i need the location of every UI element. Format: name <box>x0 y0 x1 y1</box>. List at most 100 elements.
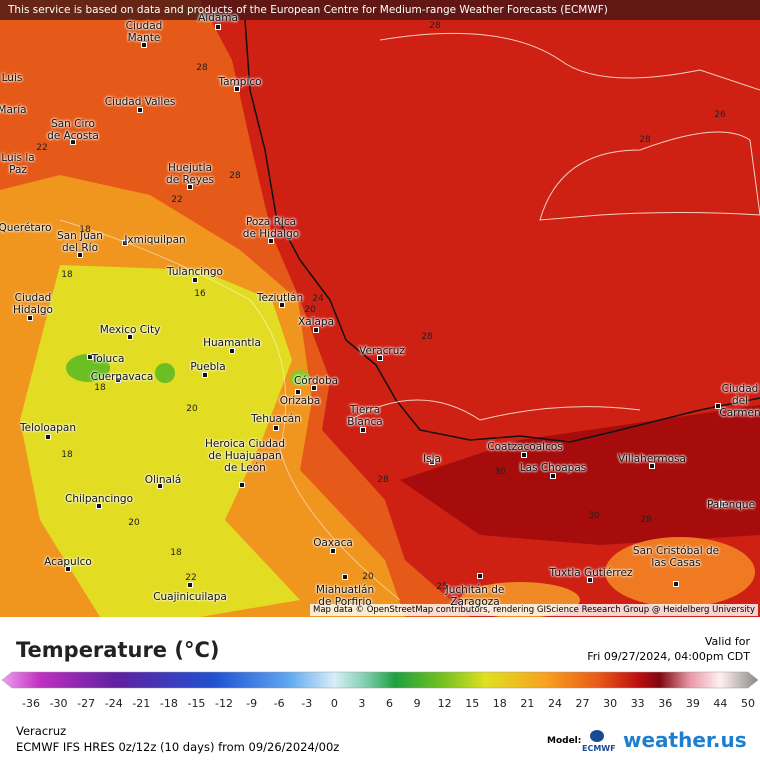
colorbar-tick: 30 <box>603 697 618 710</box>
city-marker <box>477 573 483 579</box>
city-marker <box>521 452 527 458</box>
city-label: Teloloapan <box>20 422 76 434</box>
contour-label: 18 <box>79 225 91 235</box>
city-label: Ciudad Mante <box>125 20 163 44</box>
city-marker <box>550 473 556 479</box>
valid-time: Fri 09/27/2024, 04:00pm CDT <box>587 650 750 663</box>
colorbar-tick: -24 <box>104 697 123 710</box>
city-label: Olinalá <box>144 474 182 486</box>
city-label: Tehuacán <box>251 413 301 425</box>
colorbar-tick: 36 <box>658 697 673 710</box>
contour-label: 28 <box>421 332 433 342</box>
city-marker <box>279 302 285 308</box>
contour-label: 26 <box>714 110 726 120</box>
city-label: San Juan del Río <box>57 230 103 254</box>
city-label: Teziutlán <box>256 292 304 304</box>
contour-label: 20 <box>186 404 198 414</box>
city-label: Veracruz <box>359 345 405 357</box>
city-marker <box>330 548 336 554</box>
city-marker <box>122 240 128 246</box>
city-label: Puebla <box>190 361 226 373</box>
contour-label: 25 <box>436 582 448 592</box>
city-label: Xalapa <box>297 316 335 328</box>
city-marker <box>157 483 163 489</box>
contour-label: 28 <box>429 21 441 31</box>
model-name: ECMWF <box>582 744 616 753</box>
city-label: Tampico <box>218 76 262 88</box>
city-label: Villahermosa <box>618 453 686 465</box>
legend-title: Temperature (°C) <box>16 638 220 662</box>
city-marker <box>342 574 348 580</box>
colorbar-tick: 6 <box>386 697 393 710</box>
city-label: Huejutla de Reyes <box>166 162 214 186</box>
city-marker <box>141 42 147 48</box>
contour-label: 20 <box>304 305 316 315</box>
city-marker <box>65 566 71 572</box>
city-marker <box>70 139 76 145</box>
city-label: Acapulco <box>44 556 92 568</box>
city-marker <box>45 434 51 440</box>
contour-label: 28 <box>229 171 241 181</box>
city-label: Chilpancingo <box>64 493 134 505</box>
city-label: Aldama <box>198 12 238 24</box>
city-label: Juchitán de Zaragoza <box>445 584 505 608</box>
city-marker <box>715 403 721 409</box>
city-label: Querétaro <box>0 222 52 234</box>
city-marker <box>229 348 235 354</box>
city-label: Ciudad del Carmen <box>719 383 760 419</box>
city-marker <box>234 86 240 92</box>
city-marker <box>192 277 198 283</box>
contour-label: 28 <box>640 515 652 525</box>
contour-label: 22 <box>171 195 183 205</box>
contour-label: 30 <box>494 467 506 477</box>
city-marker <box>429 459 435 465</box>
model-label: Model: <box>547 736 582 746</box>
colorbar-tick: 18 <box>492 697 507 710</box>
notice: This service is based on data and produc… <box>0 0 760 20</box>
city-marker <box>115 377 121 383</box>
city-label: Ciudad Valles <box>104 96 176 108</box>
city-marker <box>587 577 593 583</box>
city-marker <box>273 425 279 431</box>
contour-label: 20 <box>362 572 374 582</box>
contour-label: 28 <box>639 135 651 145</box>
city-label: Orizaba <box>279 395 321 407</box>
city-marker <box>719 501 725 507</box>
city-marker <box>77 252 83 258</box>
colorbar-tick: -6 <box>273 697 285 710</box>
city-marker <box>187 184 193 190</box>
colorbar-tick: 24 <box>547 697 562 710</box>
city-label: Córdoba <box>293 375 339 387</box>
colorbar-tick: 0 <box>330 697 338 710</box>
city-label: María <box>0 104 27 116</box>
city-marker <box>239 482 245 488</box>
ecmwf-logo <box>590 730 604 742</box>
map: This service is based on data and produc… <box>0 0 760 617</box>
city-label: Luis <box>1 72 23 84</box>
colorbar-tick: 27 <box>575 697 590 710</box>
colorbar-tick: -9 <box>246 697 258 710</box>
city-label: Huamantla <box>203 337 261 349</box>
contour-label: 20 <box>128 518 140 528</box>
footer-location: Veracruz <box>16 724 67 738</box>
city-marker <box>360 427 366 433</box>
colorbar-tick: -3 <box>301 697 313 710</box>
contour-label: 18 <box>61 450 73 460</box>
colorbar-tick: 50 <box>741 697 755 710</box>
city-label: Palenque <box>706 499 756 511</box>
valid-label: Valid for <box>704 635 750 648</box>
city-marker <box>187 582 193 588</box>
contour-label: 24 <box>312 294 324 304</box>
city-label: Poza Rica de Hidalgo <box>242 216 300 240</box>
city-marker <box>215 24 221 30</box>
colorbar-tick: 21 <box>520 697 535 710</box>
city-label: San Ciro de Acosta <box>47 118 99 142</box>
contour-label: 18 <box>94 383 106 393</box>
city-label: Ciudad Hidalgo <box>13 292 53 316</box>
brand: weather.us <box>623 728 747 752</box>
city-marker <box>377 355 383 361</box>
city-marker <box>87 354 93 360</box>
city-marker <box>268 238 274 244</box>
city-label: Heroica Ciudad de Huajuapan de León <box>205 438 285 474</box>
